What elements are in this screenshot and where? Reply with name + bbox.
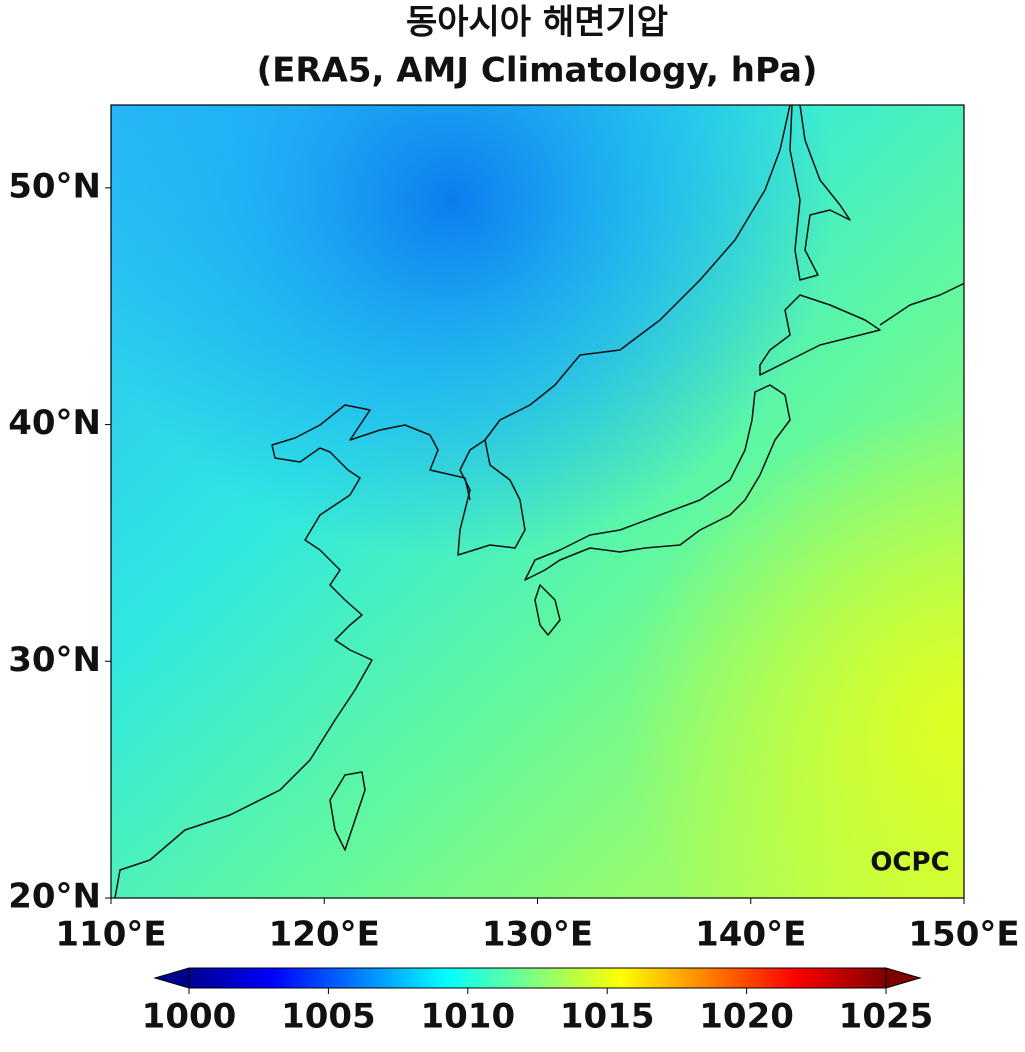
colorbar xyxy=(153,967,922,989)
y-tick-label: 30°N xyxy=(8,640,101,680)
colorbar-tick-label: 1005 xyxy=(281,997,376,1037)
y-tick-label: 50°N xyxy=(8,166,101,206)
colorbar-tick-label: 1010 xyxy=(420,997,515,1037)
y-tick-label: 40°N xyxy=(8,403,101,443)
x-tick-label: 130°E xyxy=(482,915,593,955)
chart-title: 동아시아 해면기압 xyxy=(406,3,668,43)
chart-subtitle: (ERA5, AMJ Climatology, hPa) xyxy=(257,51,818,91)
colorbar-tick-label: 1025 xyxy=(839,997,934,1037)
colorbar-tick-label: 1000 xyxy=(142,997,237,1037)
colorbar-tick-label: 1020 xyxy=(699,997,794,1037)
x-tick-label: 150°E xyxy=(908,915,1019,955)
logo: OCPC xyxy=(870,848,949,878)
x-tick-label: 110°E xyxy=(55,915,166,955)
colorbar-tick-label: 1015 xyxy=(560,997,655,1037)
x-tick-label: 140°E xyxy=(695,915,806,955)
map-field xyxy=(111,105,964,898)
x-tick-label: 120°E xyxy=(269,915,380,955)
y-tick-label: 20°N xyxy=(8,877,101,917)
